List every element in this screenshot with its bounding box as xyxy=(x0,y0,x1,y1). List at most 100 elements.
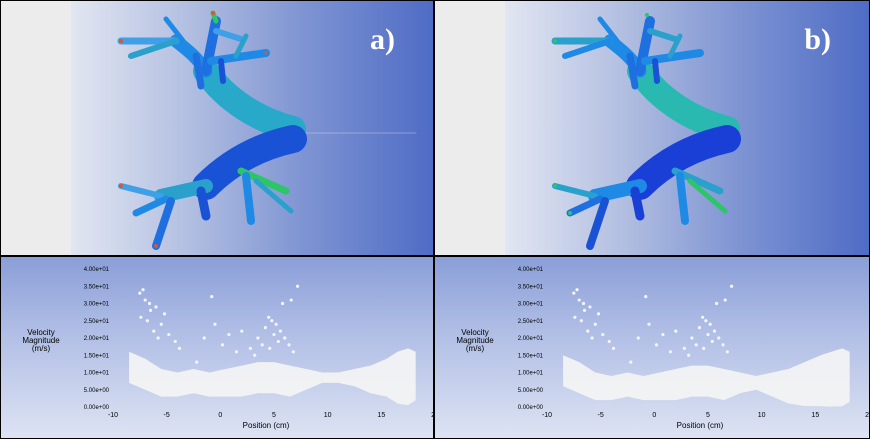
velocity-data-point xyxy=(173,339,177,344)
x-tick-label: -5 xyxy=(164,412,170,419)
y-tick-label: 1.50e+01 xyxy=(518,353,544,359)
y-tick-label: 3.50e+01 xyxy=(518,284,544,290)
velocity-data-point xyxy=(636,336,640,340)
velocity-data-point xyxy=(276,339,280,344)
velocity-scatter-plot-a: 0.00e+00 5.00e+00 1.00e+01 1.50e+01 2.00e+01… xyxy=(22,267,434,430)
velocity-data-point xyxy=(167,332,171,337)
velocity-data-point xyxy=(607,339,611,344)
velocity-point-band xyxy=(563,348,850,407)
velocity-data-point xyxy=(596,312,601,316)
velocity-data-point xyxy=(220,343,225,347)
y-tick-label: 0.00e+00 xyxy=(84,405,110,411)
velocity-data-point xyxy=(704,319,708,323)
velocity-data-point xyxy=(272,332,276,337)
airway-panel-b: b) xyxy=(434,0,870,256)
velocity-data-point xyxy=(702,346,706,350)
velocity-data-point xyxy=(248,346,252,350)
velocity-data-point xyxy=(725,350,729,354)
velocity-data-point xyxy=(708,322,712,326)
velocity-data-point xyxy=(195,360,199,364)
velocity-data-point xyxy=(661,332,665,337)
y-axis-label: Magnitude xyxy=(456,336,494,345)
velocity-data-point xyxy=(152,329,156,333)
velocity-data-point xyxy=(260,343,264,347)
x-tick-label: 0 xyxy=(218,412,222,419)
velocity-data-point xyxy=(210,295,214,299)
x-tick-label: 10 xyxy=(324,412,332,419)
panel-label-b: b) xyxy=(804,23,831,56)
x-tick-label: -10 xyxy=(108,412,118,419)
velocity-data-point xyxy=(256,336,260,340)
velocity-data-point xyxy=(572,291,576,295)
x-axis-label: Position (cm) xyxy=(243,421,290,430)
velocity-data-point xyxy=(694,343,698,347)
velocity-data-point xyxy=(579,319,583,323)
velocity-data-point xyxy=(138,291,142,295)
velocity-data-point xyxy=(710,339,714,344)
x-tick-label: 5 xyxy=(706,412,710,419)
y-tick-label: 4.00e+01 xyxy=(518,267,544,273)
velocity-data-point xyxy=(145,319,149,323)
x-tick-label: -10 xyxy=(542,412,552,419)
velocity-plot-a: 0.00e+00 5.00e+00 1.00e+01 1.50e+01 2.00e+01… xyxy=(0,256,434,439)
x-tick-label: 20 xyxy=(431,412,434,419)
velocity-data-point xyxy=(289,298,293,302)
y-tick-label: 0.00e+00 xyxy=(518,405,544,411)
velocity-data-point xyxy=(644,295,648,299)
velocity-data-point xyxy=(213,322,217,326)
y-axis-label: Velocity xyxy=(27,328,55,337)
y-tick-label: 4.00e+01 xyxy=(84,267,110,273)
x-tick-label: 15 xyxy=(377,412,385,419)
background-strip xyxy=(435,1,505,255)
velocity-data-point xyxy=(240,329,244,333)
y-tick-label: 3.50e+01 xyxy=(84,284,110,290)
y-tick-label: 2.50e+01 xyxy=(84,319,110,325)
velocity-data-point xyxy=(283,336,287,340)
velocity-data-point xyxy=(280,301,285,306)
velocity-data-point xyxy=(159,322,163,326)
velocity-data-point xyxy=(581,301,586,306)
velocity-data-point xyxy=(177,346,182,350)
velocity-data-point xyxy=(588,305,592,309)
y-tick-label: 1.00e+01 xyxy=(84,371,110,377)
velocity-data-point xyxy=(154,305,158,309)
velocity-data-point xyxy=(287,343,291,347)
x-tick-label: 5 xyxy=(272,412,276,419)
y-tick-label: 3.00e+01 xyxy=(84,302,110,308)
panel-label-a: a) xyxy=(370,23,395,56)
velocity-plot-b: 0.00e+00 5.00e+00 1.00e+01 1.50e+01 2.00e+01… xyxy=(434,256,870,439)
velocity-data-point xyxy=(697,326,702,330)
velocity-data-point xyxy=(162,312,167,316)
velocity-data-point xyxy=(723,298,727,302)
velocity-data-point xyxy=(267,315,271,319)
velocity-data-point xyxy=(278,329,283,333)
velocity-data-point xyxy=(291,350,295,354)
velocity-data-point xyxy=(141,288,145,292)
velocity-data-point xyxy=(647,322,651,326)
velocity-data-point xyxy=(668,350,673,354)
velocity-data-point xyxy=(227,332,231,337)
velocity-data-point xyxy=(593,322,597,326)
airway-velocity-contour-b xyxy=(551,13,867,250)
velocity-data-point xyxy=(701,315,705,319)
velocity-data-point xyxy=(690,336,694,340)
airway-velocity-contour-a xyxy=(117,10,433,250)
y-axis-label: Magnitude xyxy=(22,336,60,345)
velocity-data-point xyxy=(629,360,633,364)
velocity-data-point xyxy=(582,308,587,312)
y-tick-label: 1.00e+01 xyxy=(518,371,544,377)
velocity-data-point xyxy=(601,332,605,337)
velocity-data-point xyxy=(654,343,659,347)
velocity-data-point xyxy=(156,336,160,340)
velocity-data-point xyxy=(682,346,686,350)
velocity-data-point xyxy=(586,329,590,333)
velocity-data-point xyxy=(253,353,257,357)
velocity-data-point xyxy=(296,284,300,288)
x-tick-label: -5 xyxy=(598,412,604,419)
y-tick-label: 5.00e+00 xyxy=(84,388,110,394)
airway-panel-a: a) xyxy=(0,0,434,256)
velocity-data-point xyxy=(730,284,734,288)
velocity-data-point xyxy=(611,346,616,350)
velocity-data-point xyxy=(263,326,268,330)
